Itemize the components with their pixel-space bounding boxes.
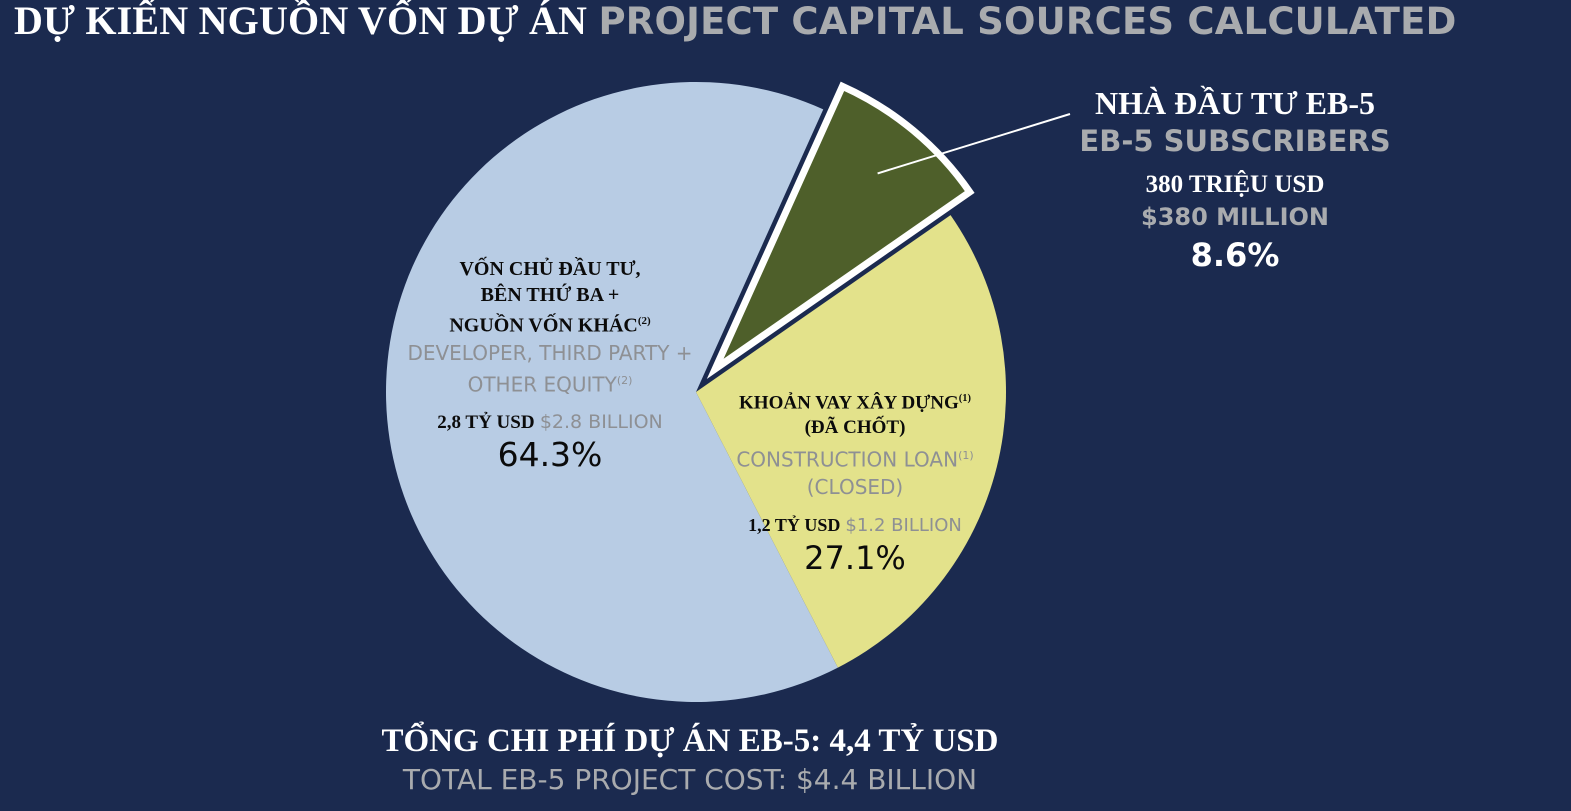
pie-slice-eb5 <box>706 81 975 380</box>
construction-en-note: (1) <box>958 449 974 463</box>
title-vn: DỰ KIẾN NGUỒN VỐN DỰ ÁN <box>14 0 588 43</box>
label-construction: KHOẢN VAY XÂY DỰNG(1) (ĐÃ CHỐT) CONSTRUC… <box>690 386 1020 578</box>
developer-amount-vn: 2,8 TỶ USD <box>437 412 535 434</box>
developer-vn-line-3: NGUỒN VỐN KHÁC <box>449 314 638 337</box>
footer-en: TOTAL EB-5 PROJECT COST: $4.4 BILLION <box>402 763 978 796</box>
eb5-amount-vn: 380 TRIỆU USD <box>1145 171 1325 198</box>
developer-vn-line-1: VỐN CHỦ ĐẦU TƯ, <box>459 258 641 280</box>
construction-en-line-2: (CLOSED) <box>806 474 904 499</box>
pie-slice-developer <box>385 81 838 703</box>
developer-en-line-2: OTHER EQUITY <box>467 372 617 397</box>
developer-vn-line-2: BÊN THỨ BA + <box>480 284 620 306</box>
eb5-en: EB-5 SUBSCRIBERS <box>1079 124 1391 158</box>
construction-amount-vn: 1,2 TỶ USD <box>748 514 841 535</box>
construction-vn-note: (1) <box>958 393 971 404</box>
eb5-vn: NHÀ ĐẦU TƯ EB-5 <box>1094 85 1375 121</box>
developer-percent: 64.3% <box>497 435 603 475</box>
leader-line-eb5 <box>877 113 1071 175</box>
eb5-percent: 8.6% <box>1190 236 1280 274</box>
page-title: DỰ KIẾN NGUỒN VỐN DỰ ÁN PROJECT CAPITAL … <box>14 0 1457 45</box>
developer-en-note: (2) <box>616 373 633 387</box>
pie-slice-construction <box>696 215 1007 668</box>
construction-en-line-1: CONSTRUCTION LOAN <box>736 447 959 472</box>
footer-vn: TỔNG CHI PHÍ DỰ ÁN EB-5: 4,4 TỶ USD <box>381 723 999 759</box>
label-developer: VỐN CHỦ ĐẦU TƯ, BÊN THỨ BA + NGUỒN VỐN K… <box>380 256 720 475</box>
construction-percent: 27.1% <box>804 538 906 577</box>
eb5-amount-en: $380 MILLION <box>1141 203 1329 231</box>
construction-vn-line-2: (ĐÃ CHỐT) <box>804 417 906 439</box>
construction-amount-en: $1.2 BILLION <box>845 514 962 536</box>
title-en: PROJECT CAPITAL SOURCES CALCULATED <box>598 0 1457 43</box>
construction-vn-line-1: KHOẢN VAY XÂY DỰNG <box>739 392 959 414</box>
developer-en-line-1: DEVELOPER, THIRD PARTY + <box>407 340 693 365</box>
footer: TỔNG CHI PHÍ DỰ ÁN EB-5: 4,4 TỶ USD TOTA… <box>330 720 1050 798</box>
label-eb5: NHÀ ĐẦU TƯ EB-5 EB-5 SUBSCRIBERS 380 TRI… <box>1060 84 1410 276</box>
developer-vn-note: (2) <box>637 315 651 327</box>
developer-amount-en: $2.8 BILLION <box>539 411 663 434</box>
